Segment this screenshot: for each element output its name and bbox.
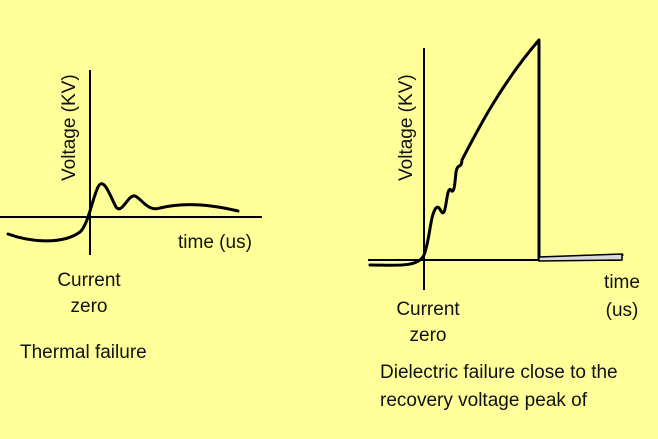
right-dielectric-failure-curve	[368, 38, 624, 267]
right-x-axis-label-line-2: (us)	[605, 300, 639, 321]
right-caption-line-2: recovery voltage peak of	[380, 390, 588, 411]
right-y-axis-label: Voltage (KV)	[396, 74, 417, 181]
left-x-axis-label: time (us)	[178, 232, 252, 253]
left-caption: Thermal failure	[20, 342, 147, 363]
left-y-axis-label: Voltage (KV)	[59, 74, 80, 181]
right-origin-label-line-2: zero	[409, 325, 447, 346]
right-caption-line-1: Dielectric failure close to the	[380, 362, 618, 383]
right-origin-label-line-1: Current	[396, 299, 460, 320]
left-thermal-failure-curve	[6, 182, 240, 243]
left-origin-label-line-2: zero	[70, 296, 108, 317]
left-origin-label-line-1: Current	[57, 270, 121, 291]
right-post-failure-tail	[538, 253, 623, 262]
right-x-axis-label-line-1: time	[604, 272, 640, 293]
